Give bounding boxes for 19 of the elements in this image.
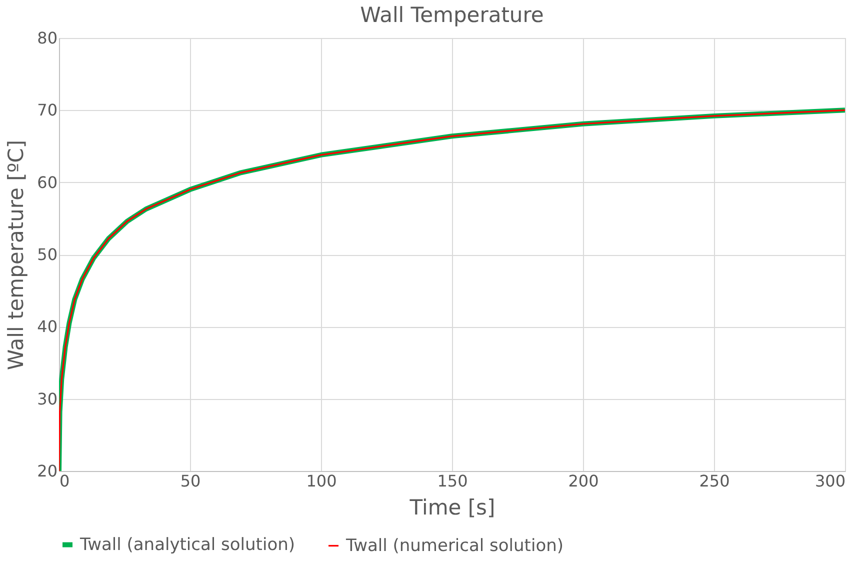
x-tick-label: 150 xyxy=(437,472,468,490)
y-tick-label: 50 xyxy=(37,245,58,264)
x-tick-label: 300 xyxy=(814,472,846,490)
x-tick-label: 100 xyxy=(306,472,337,490)
legend-label: Twall (numerical solution) xyxy=(345,536,564,556)
y-tick-label: 30 xyxy=(37,389,58,408)
y-tick-label: 70 xyxy=(37,100,58,120)
x-axis-title: Time [s] xyxy=(408,496,496,520)
legend-label: Twall (analytical solution) xyxy=(79,534,295,555)
y-tick-label: 40 xyxy=(37,317,58,336)
y-tick-label: 80 xyxy=(37,28,58,48)
y-tick-label: 20 xyxy=(37,462,58,480)
x-tick-label: 50 xyxy=(180,472,201,490)
x-tick-label: 250 xyxy=(699,472,730,490)
x-tick-label: 0 xyxy=(60,472,70,490)
x-tick-label: 200 xyxy=(568,472,599,490)
chart-title: Wall Temperature xyxy=(360,3,544,27)
y-axis-title: Wall temperature [ºC] xyxy=(4,140,28,370)
y-tick-label: 60 xyxy=(37,172,58,192)
